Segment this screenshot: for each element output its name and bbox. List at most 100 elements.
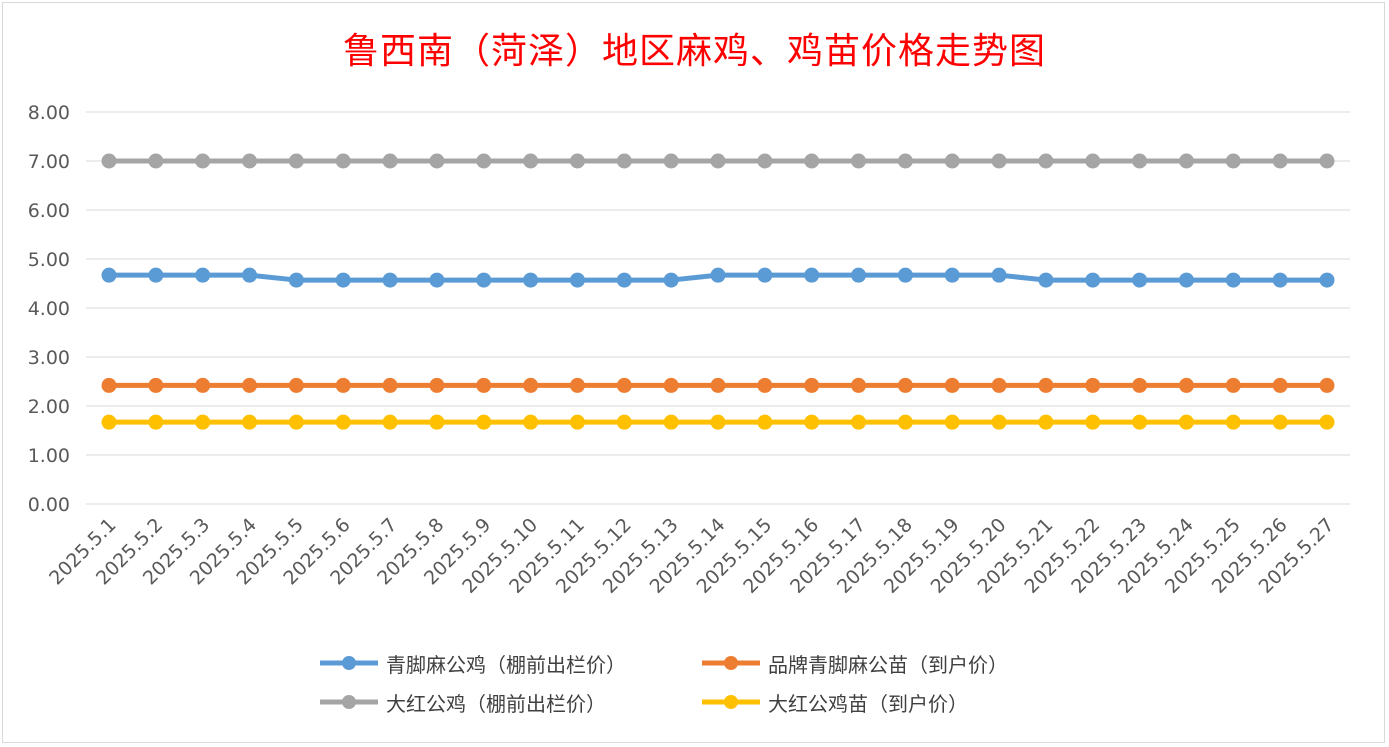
data-point [1085,272,1101,288]
data-point [1038,377,1054,393]
data-point [944,153,960,169]
data-point [1132,272,1148,288]
data-point [476,272,492,288]
x-axis: 2025.5.12025.5.22025.5.32025.5.42025.5.5… [45,514,1338,598]
data-point [288,377,304,393]
data-point [991,153,1007,169]
data-point [710,377,726,393]
legend-swatch-series-3 [320,695,378,709]
data-point [757,153,773,169]
y-tick-label: 3.00 [28,347,70,369]
data-point [1225,153,1241,169]
data-point [804,267,820,283]
data-point [101,414,117,430]
data-point [242,414,258,430]
data-point [382,272,398,288]
data-point [616,377,632,393]
series-1 [101,267,1335,288]
data-point [1272,272,1288,288]
data-point [944,414,960,430]
data-point [1225,272,1241,288]
data-point [663,414,679,430]
data-point [242,153,258,169]
data-point [101,267,117,283]
data-point [1178,414,1194,430]
data-point [569,377,585,393]
data-point [851,267,867,283]
data-point [991,267,1007,283]
data-point [429,414,445,430]
data-point [523,272,539,288]
data-point [429,153,445,169]
data-point [148,153,164,169]
data-point [897,414,913,430]
data-point [851,414,867,430]
data-point [148,377,164,393]
y-tick-label: 2.00 [28,396,70,418]
data-point [382,377,398,393]
gridlines [86,111,1350,505]
data-point [1085,153,1101,169]
legend-swatch-series-1 [320,656,378,670]
y-tick-label: 5.00 [28,249,70,271]
data-point [335,414,351,430]
data-point [523,153,539,169]
data-point [242,377,258,393]
legend-item-series-2: 品牌青脚麻公苗（到户价） [700,646,1008,680]
data-point [1178,377,1194,393]
data-point [757,414,773,430]
data-point [1272,377,1288,393]
data-point [523,414,539,430]
data-point [710,267,726,283]
data-point [804,153,820,169]
data-point [1132,414,1148,430]
data-point [288,272,304,288]
data-point [897,267,913,283]
data-point [382,153,398,169]
data-point [944,377,960,393]
data-point [616,153,632,169]
data-point [382,414,398,430]
data-point [1038,272,1054,288]
y-axis: 0.00 1.00 2.00 3.00 4.00 5.00 6.00 7.00 8.00 [28,102,70,516]
series-4 [101,414,1335,430]
data-point [1272,414,1288,430]
legend-label-series-4: 大红公鸡苗（到户价） [768,691,968,716]
y-tick-label: 7.00 [28,151,70,173]
legend-item-series-4: 大红公鸡苗（到户价） [700,685,968,719]
data-point [616,414,632,430]
data-point [1319,272,1335,288]
data-point [1225,414,1241,430]
data-point [429,377,445,393]
data-point [523,377,539,393]
data-point [663,272,679,288]
data-point [148,414,164,430]
legend-swatch-series-4 [702,695,760,709]
data-point [757,267,773,283]
data-point [288,153,304,169]
data-point [1319,377,1335,393]
legend-item-series-3: 大红公鸡（棚前出栏价） [318,685,606,719]
data-point [195,267,211,283]
legend-label-series-3: 大红公鸡（棚前出栏价） [386,691,606,716]
y-tick-label: 0.00 [28,494,70,516]
data-point [476,377,492,393]
data-point [710,153,726,169]
data-point [804,414,820,430]
data-point [476,153,492,169]
data-point [101,153,117,169]
data-point [569,272,585,288]
data-point [991,377,1007,393]
data-point [710,414,726,430]
y-tick-label: 4.00 [28,298,70,320]
y-tick-label: 1.00 [28,445,70,467]
legend-label-series-2: 品牌青脚麻公苗（到户价） [768,652,1008,677]
data-point [897,377,913,393]
data-point [944,267,960,283]
legend-item-series-1: 青脚麻公鸡（棚前出栏价） [318,646,626,680]
y-tick-label: 6.00 [28,200,70,222]
data-point [1178,272,1194,288]
y-tick-label: 8.00 [28,102,70,124]
